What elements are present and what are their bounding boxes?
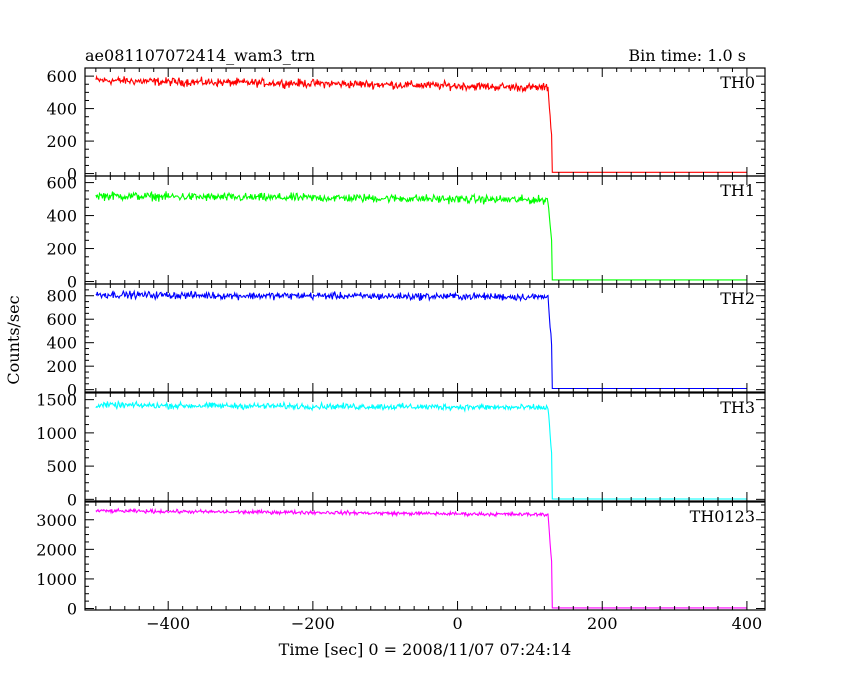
y-tick-label: 0 xyxy=(67,273,77,292)
panel-frame xyxy=(84,283,766,393)
panel-label-th0123: TH0123 xyxy=(690,507,755,526)
series-line-th0 xyxy=(95,74,747,173)
y-tick-label: 600 xyxy=(46,310,77,329)
panel-label-th2: TH2 xyxy=(720,289,755,308)
y-tick-label: 3000 xyxy=(36,511,77,530)
x-tick-label: −200 xyxy=(291,614,335,633)
y-tick-label: 200 xyxy=(46,132,77,151)
series-line-th3 xyxy=(95,399,747,500)
series-line-th1 xyxy=(95,190,747,281)
y-tick-label: 400 xyxy=(46,100,77,119)
y-tick-label: 1500 xyxy=(36,391,77,410)
panel-th0: 0 200 400 600 TH0 xyxy=(46,67,766,184)
panel-th0123: 0 1000 2000 3000 TH0123 xyxy=(36,501,766,619)
y-tick-label: 0 xyxy=(67,490,77,509)
x-tick-label: 400 xyxy=(732,614,763,633)
y-tick-label: 200 xyxy=(46,357,77,376)
panel-label-th0: TH0 xyxy=(720,73,755,92)
x-tick-label: −400 xyxy=(146,614,190,633)
y-axis-label: Counts/sec xyxy=(4,295,23,384)
x-tick-label: 0 xyxy=(452,614,462,633)
bin-time-label: Bin time: 1.0 s xyxy=(628,46,746,65)
y-tick-label: 400 xyxy=(46,207,77,226)
panel-frame xyxy=(84,175,766,285)
y-tick-label: 500 xyxy=(46,457,77,476)
y-tick-label: 400 xyxy=(46,334,77,353)
y-tick-label: 200 xyxy=(46,240,77,259)
panel-label-th3: TH3 xyxy=(720,398,755,417)
y-tick-label: 600 xyxy=(46,67,77,86)
y-tick-label: 2000 xyxy=(36,540,77,559)
panel-label-th1: TH1 xyxy=(720,181,755,200)
y-tick-label: 1000 xyxy=(36,424,77,443)
panel-frame xyxy=(84,392,766,502)
series-line-th2 xyxy=(95,289,747,390)
chart-title: ae081107072414_wam3_trn xyxy=(85,46,315,65)
chart-panels: 0 200 400 600 TH0 0 200 400 600 TH1 0 200 400 600 800 T… xyxy=(36,67,766,633)
x-axis-label: Time [sec] 0 = 2008/11/07 07:24:14 xyxy=(279,640,572,659)
y-tick-label: 1000 xyxy=(36,570,77,589)
y-tick-label: 800 xyxy=(46,287,77,306)
panel-th1: 0 200 400 600 TH1 xyxy=(46,174,766,292)
panel-th3: 0 500 1000 1500 TH3 xyxy=(36,391,766,509)
panel-frame xyxy=(84,501,766,611)
x-tick-label: 200 xyxy=(587,614,618,633)
y-tick-label: 600 xyxy=(46,174,77,193)
panel-th2: 0 200 400 600 800 TH2 xyxy=(46,283,766,400)
y-tick-label: 0 xyxy=(67,165,77,184)
series-line-th0123 xyxy=(95,507,747,609)
y-tick-label: 0 xyxy=(67,600,77,619)
y-tick-label: 0 xyxy=(67,381,77,400)
